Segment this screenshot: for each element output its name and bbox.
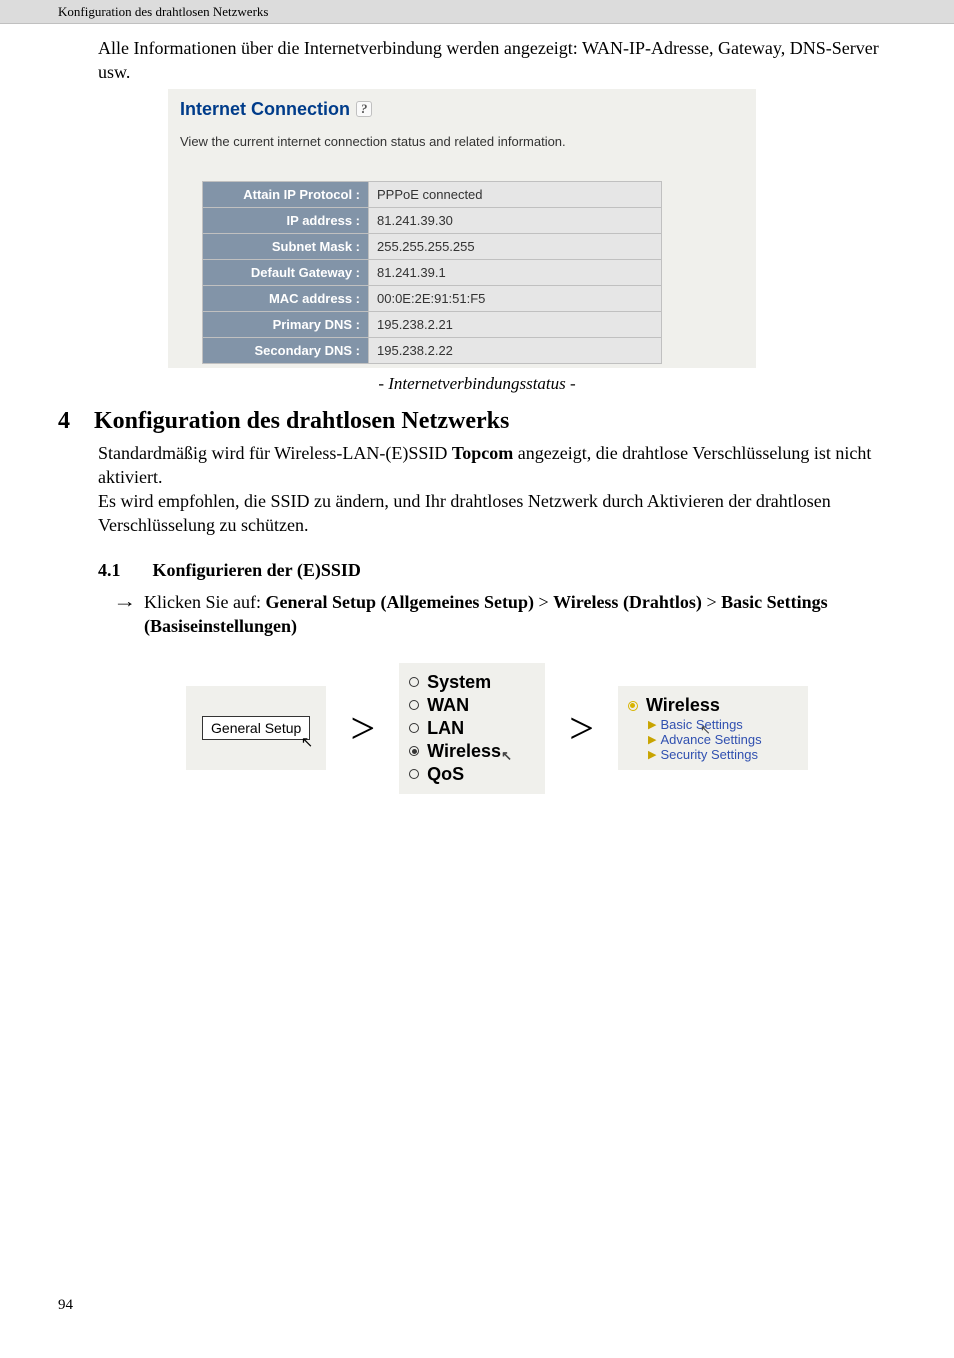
help-icon[interactable]: ? bbox=[356, 101, 372, 117]
menu-label: QoS bbox=[427, 764, 464, 785]
navigation-breadcrumb: General Setup ↖ > System WAN LAN Wireles… bbox=[98, 663, 896, 794]
radio-icon-selected bbox=[409, 746, 419, 756]
section-body: Standardmäßig wird für Wireless-LAN-(E)S… bbox=[98, 441, 896, 538]
menu-label: Wireless bbox=[427, 741, 501, 762]
triangle-icon: ▶ bbox=[648, 748, 656, 761]
arrow-icon: → bbox=[113, 590, 136, 613]
status-value: 00:0E:2E:91:51:F5 bbox=[369, 285, 662, 311]
general-setup-button[interactable]: General Setup ↖ bbox=[202, 716, 310, 740]
bold-text: General Setup (Allgemeines Setup) bbox=[265, 592, 533, 612]
cursor-icon: ↖ bbox=[301, 733, 314, 751]
status-value: PPPoE connected bbox=[369, 181, 662, 207]
nav-panel-main-menu: System WAN LAN Wireless↖ QoS bbox=[399, 663, 545, 794]
status-key: Secondary DNS : bbox=[203, 337, 369, 363]
page-header-text: Konfiguration des drahtlosen Netzwerks bbox=[58, 4, 268, 20]
section-number: 4 bbox=[58, 408, 70, 435]
text-fragment: Klicken Sie auf: bbox=[144, 592, 265, 612]
table-row: Default Gateway :81.241.39.1 bbox=[203, 259, 662, 285]
instruction-step: → Klicken Sie auf: General Setup (Allgem… bbox=[116, 590, 896, 639]
menu-item-wireless[interactable]: Wireless↖ bbox=[409, 740, 535, 763]
table-row: IP address :81.241.39.30 bbox=[203, 207, 662, 233]
internet-connection-panel: Internet Connection ? View the current i… bbox=[168, 89, 756, 368]
bold-text: Topcom bbox=[452, 443, 513, 463]
status-key: MAC address : bbox=[203, 285, 369, 311]
text-fragment: Standardmäßig wird für Wireless-LAN-(E)S… bbox=[98, 443, 452, 463]
link-label: Security Settings bbox=[660, 747, 758, 762]
subsection-heading: 4.1 Konfigurieren der (E)SSID bbox=[98, 558, 896, 582]
radio-icon bbox=[409, 769, 419, 779]
page-number: 94 bbox=[58, 1297, 73, 1314]
text-fragment: > bbox=[534, 592, 553, 612]
submenu-title-wireless: Wireless bbox=[628, 694, 798, 717]
menu-label: System bbox=[427, 672, 491, 693]
subsection-number: 4.1 bbox=[98, 558, 121, 582]
radio-icon-selected bbox=[628, 701, 638, 711]
text-fragment: > bbox=[702, 592, 721, 612]
menu-item-lan[interactable]: LAN bbox=[409, 717, 535, 740]
triangle-icon: ▶ bbox=[648, 718, 656, 731]
nav-panel-general-setup: General Setup ↖ bbox=[186, 686, 326, 770]
status-key: IP address : bbox=[203, 207, 369, 233]
table-row: Attain IP Protocol :PPPoE connected bbox=[203, 181, 662, 207]
status-key: Attain IP Protocol : bbox=[203, 181, 369, 207]
triangle-icon: ▶ bbox=[648, 733, 656, 746]
intro-text: Alle Informationen über die Internetverb… bbox=[98, 36, 896, 85]
radio-icon bbox=[409, 700, 419, 710]
table-row: Secondary DNS :195.238.2.22 bbox=[203, 337, 662, 363]
menu-label: Wireless bbox=[646, 695, 720, 716]
panel-description: View the current internet connection sta… bbox=[180, 134, 744, 149]
section-title: Konfiguration des drahtlosen Netzwerks bbox=[94, 408, 509, 435]
status-key: Default Gateway : bbox=[203, 259, 369, 285]
status-value: 81.241.39.1 bbox=[369, 259, 662, 285]
table-row: Subnet Mask :255.255.255.255 bbox=[203, 233, 662, 259]
submenu-item-advance-settings[interactable]: ▶ Advance Settings bbox=[648, 732, 798, 747]
table-row: MAC address :00:0E:2E:91:51:F5 bbox=[203, 285, 662, 311]
breadcrumb-separator: > bbox=[569, 703, 594, 754]
radio-icon bbox=[409, 723, 419, 733]
button-label: General Setup bbox=[211, 720, 301, 736]
table-row: Primary DNS :195.238.2.21 bbox=[203, 311, 662, 337]
cursor-icon: ↖ bbox=[501, 748, 512, 764]
submenu-item-security-settings[interactable]: ▶ Security Settings bbox=[648, 747, 798, 762]
menu-label: WAN bbox=[427, 695, 469, 716]
menu-item-wan[interactable]: WAN bbox=[409, 694, 535, 717]
status-table: Attain IP Protocol :PPPoE connected IP a… bbox=[202, 181, 662, 364]
status-value: 81.241.39.30 bbox=[369, 207, 662, 233]
status-value: 255.255.255.255 bbox=[369, 233, 662, 259]
status-value: 195.238.2.21 bbox=[369, 311, 662, 337]
panel-title: Internet Connection ? bbox=[180, 99, 744, 120]
status-value: 195.238.2.22 bbox=[369, 337, 662, 363]
subsection-title: Konfigurieren der (E)SSID bbox=[153, 558, 361, 582]
menu-item-system[interactable]: System bbox=[409, 671, 535, 694]
link-label: Basic Settings bbox=[660, 717, 742, 732]
link-label: Advance Settings bbox=[660, 732, 761, 747]
status-key: Subnet Mask : bbox=[203, 233, 369, 259]
figure-caption: - Internetverbindungsstatus - bbox=[58, 374, 896, 394]
menu-label: LAN bbox=[427, 718, 464, 739]
bold-text: Wireless (Drahtlos) bbox=[553, 592, 702, 612]
text-fragment: Es wird empfohlen, die SSID zu ändern, u… bbox=[98, 489, 896, 538]
section-heading: 4 Konfiguration des drahtlosen Netzwerks bbox=[58, 408, 896, 435]
status-key: Primary DNS : bbox=[203, 311, 369, 337]
submenu-item-basic-settings[interactable]: ▶Basic Settings↖ bbox=[648, 717, 798, 732]
breadcrumb-separator: > bbox=[350, 703, 375, 754]
menu-item-qos[interactable]: QoS bbox=[409, 763, 535, 786]
panel-title-text: Internet Connection bbox=[180, 99, 350, 120]
nav-panel-wireless-submenu: Wireless ▶Basic Settings↖ ▶Advance Setti… bbox=[618, 686, 808, 770]
radio-icon bbox=[409, 677, 419, 687]
